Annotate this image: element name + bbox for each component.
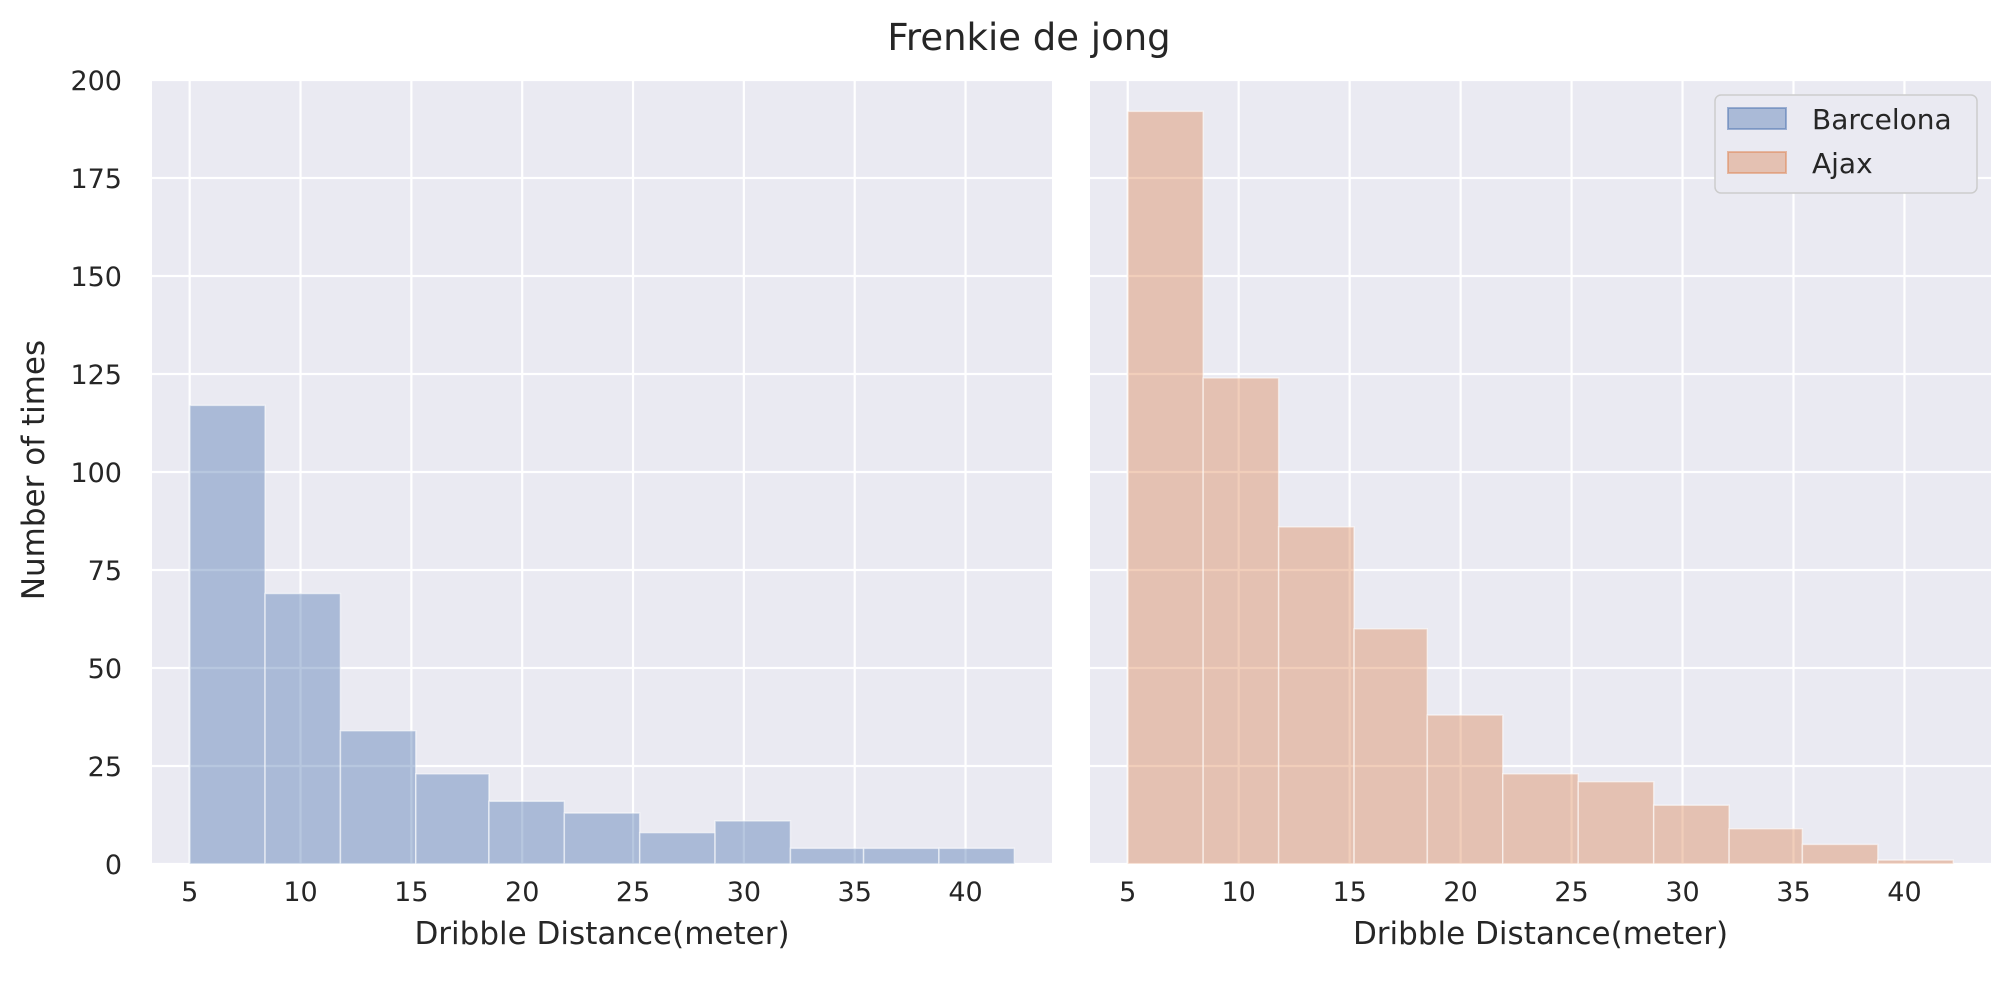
x-tick-label: 5 [1119, 877, 1136, 908]
y-tick-label: 200 [70, 66, 122, 97]
x-tick-label: 30 [727, 877, 761, 908]
x-tick-label: 15 [1332, 877, 1366, 908]
x-tick-label: 25 [616, 877, 650, 908]
histogram-bar [1801, 843, 1879, 865]
x-axis-label: Dribble Distance(meter) [1353, 916, 1728, 952]
histogram-bar [264, 592, 342, 865]
y-tick-label: 25 [88, 752, 122, 783]
legend-label-barcelona: Barcelona [1812, 103, 1952, 136]
histogram-bar [1426, 714, 1504, 865]
histogram-bar [1502, 773, 1579, 865]
x-tick-label: 15 [394, 877, 428, 908]
histogram-bar [938, 847, 1016, 865]
x-axis-label: Dribble Distance(meter) [414, 916, 789, 952]
histogram-bar [188, 404, 266, 865]
x-tick-label: 20 [505, 877, 539, 908]
histogram-bar [1652, 804, 1730, 865]
histogram-bar [1877, 859, 1955, 865]
y-tick-label: 150 [70, 262, 122, 293]
y-tick-label: 0 [105, 850, 122, 881]
histogram-bar [1277, 526, 1355, 865]
histogram-panel-barcelona: 5 10 15 20 25 30 35 40 0 25 50 75 100 125 150 175 200 Dri… [70, 66, 1052, 952]
y-tick-label: 50 [88, 654, 122, 685]
histogram-bar [789, 847, 865, 865]
histogram-bar [339, 729, 417, 865]
legend: Barcelona Ajax [1714, 94, 1978, 194]
histogram-bar [563, 812, 641, 865]
histogram-bar [1202, 377, 1280, 865]
x-tick-label: 40 [948, 877, 982, 908]
histogram-panel-ajax: 5 10 15 20 25 30 35 40 Dribble Distance(meter) [1090, 78, 1991, 952]
legend-swatch-barcelona [1727, 107, 1787, 130]
y-tick-label: 75 [88, 556, 122, 587]
legend-box [1714, 94, 1978, 194]
legend-label-ajax: Ajax [1812, 147, 1873, 180]
legend-swatch-ajax [1727, 151, 1787, 174]
x-tick-label: 30 [1665, 877, 1699, 908]
y-tick-label: 175 [70, 164, 122, 195]
figure-title: Frenkie de jong [887, 16, 1170, 59]
y-tick-label: 100 [70, 458, 122, 489]
y-axis-label: Number of times [16, 340, 52, 600]
histogram-bar [488, 800, 566, 865]
histogram-bar [862, 847, 940, 865]
x-tick-label: 5 [181, 877, 198, 908]
x-tick-label: 35 [1776, 877, 1810, 908]
y-tick-label: 125 [70, 360, 122, 391]
x-tick-label: 35 [838, 877, 872, 908]
histogram-bar [1728, 827, 1804, 865]
x-tick-label: 10 [283, 877, 317, 908]
histogram-bar [1353, 628, 1429, 865]
histogram-bar [1577, 780, 1655, 865]
x-tick-label: 20 [1443, 877, 1477, 908]
histogram-bar [714, 820, 792, 865]
histogram-bar [1126, 110, 1204, 865]
x-tick-label: 10 [1222, 877, 1256, 908]
histogram-bar [415, 773, 490, 865]
x-tick-label: 40 [1887, 877, 1921, 908]
histogram-bar [638, 831, 716, 865]
x-tick-label: 25 [1554, 877, 1588, 908]
